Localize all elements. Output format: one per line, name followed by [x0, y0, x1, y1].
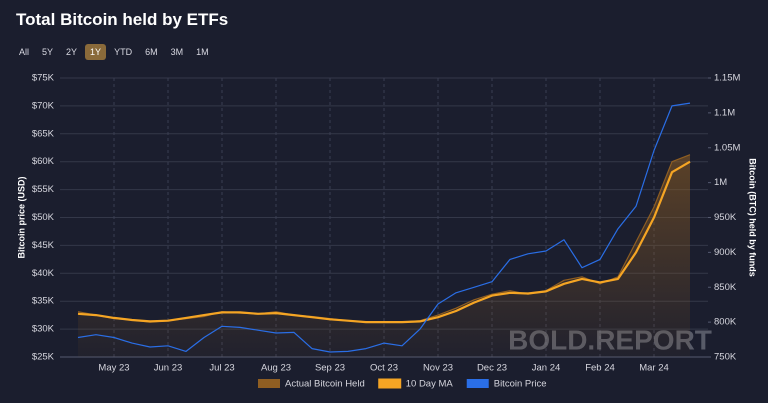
y2-tick-label: 800K	[714, 317, 737, 328]
y-tick-label: $35K	[32, 296, 55, 307]
y2-tick-label: 1.05M	[714, 142, 740, 153]
y2-tick-label: 1M	[714, 177, 727, 188]
x-tick-label: Dec 23	[477, 363, 507, 374]
legend-label: Bitcoin Price	[494, 379, 547, 390]
legend-item: 10 Day MA	[378, 378, 454, 390]
range-button[interactable]: 6M	[145, 47, 158, 57]
y-tick-label: $45K	[32, 240, 55, 251]
y-tick-label: $75K	[32, 73, 55, 84]
legend-item: Bitcoin Price	[466, 379, 547, 390]
x-tick-label: Oct 23	[370, 363, 398, 374]
x-tick-label: Sep 23	[315, 363, 345, 374]
y-axis-title: Bitcoin price (USD)	[16, 176, 26, 258]
y-tick-label: $25K	[32, 352, 55, 363]
x-tick-label: Aug 23	[261, 363, 291, 374]
legend-label: 10 Day MA	[406, 379, 454, 390]
x-tick-label: Mar 24	[639, 363, 669, 374]
y2-tick-label: 950K	[714, 212, 737, 223]
y2-axis-title: Bitcoin (BTC) held by funds	[748, 158, 758, 277]
y-tick-label: $50K	[32, 212, 55, 223]
series-area	[78, 154, 690, 357]
y-tick-label: $30K	[32, 324, 55, 335]
y-tick-label: $65K	[32, 128, 55, 139]
chart-title: Total Bitcoin held by ETFs	[16, 10, 229, 29]
range-button[interactable]: 1Y	[85, 44, 107, 60]
legend-label: Actual Bitcoin Held	[285, 379, 365, 390]
range-button[interactable]: 5Y	[42, 47, 54, 57]
x-tick-label: May 23	[98, 363, 129, 374]
x-tick-label: Jul 23	[209, 363, 234, 374]
range-button[interactable]: All	[19, 47, 30, 57]
x-tick-label: Nov 23	[423, 363, 453, 374]
legend-swatch	[258, 379, 280, 388]
y-tick-label: $40K	[32, 268, 55, 279]
range-button[interactable]: 1M	[196, 47, 209, 57]
legend-swatch	[466, 379, 489, 388]
series-line	[77, 160, 691, 324]
y2-tick-label: 1.1M	[714, 107, 735, 118]
range-button[interactable]: YTD	[114, 47, 133, 57]
legend-item: Actual Bitcoin Held	[258, 379, 365, 390]
legend-swatch	[378, 378, 402, 389]
range-button[interactable]: 3M	[170, 47, 184, 57]
x-tick-label: Jun 23	[154, 363, 183, 374]
y2-tick-label: 1.15M	[714, 73, 740, 84]
y2-tick-label: 750K	[714, 352, 737, 363]
series-line	[77, 102, 691, 353]
y-tick-label: $55K	[32, 184, 55, 195]
x-tick-label: Jan 24	[532, 363, 561, 374]
y2-tick-label: 850K	[714, 282, 737, 293]
range-selector: All 5Y 2Y 1Y YTD 6M 3M 1M	[14, 44, 214, 60]
y-tick-label: $60K	[32, 156, 55, 167]
range-button[interactable]: 2Y	[66, 47, 78, 57]
x-tick-label: Feb 24	[585, 363, 615, 374]
y-tick-label: $70K	[32, 100, 55, 111]
y2-tick-label: 900K	[714, 247, 737, 258]
